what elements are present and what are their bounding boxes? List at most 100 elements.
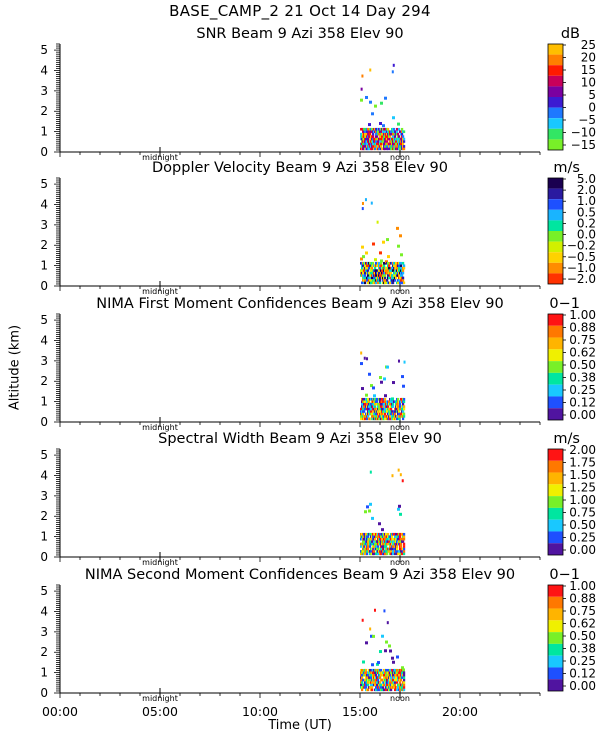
y-tick-label: 3	[40, 218, 48, 232]
data-cell	[392, 269, 395, 272]
data-cell	[403, 397, 406, 401]
data-cell	[391, 535, 394, 538]
colorbar-label: 2.00	[569, 443, 596, 457]
y-tick-label: 4	[40, 333, 48, 347]
data-cell	[372, 135, 375, 138]
data-cell	[385, 668, 388, 672]
colorbar-swatch	[548, 460, 563, 473]
data-cell	[395, 145, 398, 148]
data-cell	[369, 668, 372, 672]
marker-label: midnight	[142, 694, 178, 703]
colorbar-swatch	[548, 496, 563, 508]
colorbar-label: 0.00	[569, 543, 596, 557]
data-cell	[403, 542, 406, 546]
data-cell	[396, 550, 399, 553]
data-cell	[396, 655, 399, 659]
data-cell	[386, 537, 389, 541]
data-cell	[378, 147, 381, 151]
data-cell	[398, 673, 401, 677]
colorbar-label: 0.38	[569, 642, 596, 656]
data-cell	[362, 407, 365, 411]
data-cell	[366, 357, 369, 361]
data-cell	[400, 542, 403, 546]
marker-label: midnight	[142, 153, 178, 162]
data-cell	[387, 274, 390, 277]
data-cell	[403, 405, 406, 408]
data-cell	[375, 673, 378, 677]
data-cell	[376, 662, 379, 666]
data-cell	[363, 356, 366, 360]
data-cell	[374, 147, 377, 151]
data-cell	[400, 678, 403, 682]
colorbar-swatch	[548, 325, 563, 338]
data-cell	[399, 688, 402, 692]
data-cell	[369, 627, 372, 631]
data-cell	[367, 673, 370, 677]
data-cell	[365, 641, 368, 645]
data-cell	[381, 132, 384, 136]
data-cell	[393, 676, 396, 679]
colorbar-label: 0.5	[577, 205, 596, 219]
data-cell	[379, 376, 382, 380]
data-cell	[393, 686, 396, 689]
data-cell	[367, 683, 370, 687]
data-cell	[371, 266, 374, 270]
panel-1: SNR Beam 9 Azi 358 Elev 90 dB 0 1 2 3 4 5 midnig…	[40, 26, 596, 162]
data-cell	[372, 242, 375, 246]
data-cell	[390, 271, 393, 275]
data-cell	[370, 201, 373, 205]
colorbar-swatch	[548, 241, 563, 253]
data-cell	[361, 681, 364, 684]
data-cell	[375, 281, 378, 285]
data-cell	[403, 686, 406, 689]
data-cell	[396, 226, 399, 230]
data-cell	[377, 678, 380, 682]
data-cell	[394, 410, 397, 413]
colorbar-label: 0.12	[569, 396, 596, 410]
colorbar-label: 0.50	[569, 358, 596, 372]
data-cell	[379, 397, 382, 401]
data-cell	[382, 124, 385, 128]
data-cell	[403, 266, 406, 270]
data-cell	[384, 397, 387, 401]
colorbar-swatch	[548, 372, 563, 385]
y-tick-label: 5	[40, 313, 48, 327]
y-tick-label: 3	[40, 489, 48, 503]
colorbar-label: −0.5	[567, 250, 596, 264]
y-tick-label: 0	[40, 686, 48, 700]
data-cell	[398, 269, 401, 272]
data-cell	[362, 397, 365, 401]
data-cell	[399, 415, 402, 418]
colorbar-swatch	[548, 667, 563, 680]
data-cell	[380, 264, 383, 267]
data-cell	[403, 281, 406, 285]
data-cell	[361, 618, 364, 622]
data-cell	[403, 550, 406, 553]
data-cell	[396, 547, 399, 551]
data-cell	[397, 405, 400, 408]
data-cell	[392, 402, 395, 406]
colorbar-label: 0	[588, 101, 596, 115]
data-cell	[391, 279, 394, 282]
marker-label: noon	[390, 694, 410, 703]
colorbar-swatch	[548, 252, 563, 263]
data-cell	[371, 276, 374, 280]
data-cell	[361, 688, 364, 692]
data-cell	[377, 545, 380, 548]
data-cell	[367, 132, 370, 136]
data-cell	[361, 201, 364, 205]
data-cell	[374, 258, 377, 262]
colorbar-swatch	[548, 44, 563, 55]
data-cell	[373, 550, 376, 553]
data-cell	[379, 121, 382, 125]
data-cell	[386, 621, 389, 625]
data-cell	[371, 686, 374, 689]
data-cell	[380, 402, 383, 406]
colorbar-label: 5	[588, 88, 596, 102]
colorbar-swatch	[548, 220, 563, 231]
data-cell	[360, 683, 363, 687]
data-cell	[397, 132, 400, 136]
data-cell	[400, 261, 403, 265]
data-cell	[366, 142, 369, 146]
data-cell	[364, 279, 367, 282]
